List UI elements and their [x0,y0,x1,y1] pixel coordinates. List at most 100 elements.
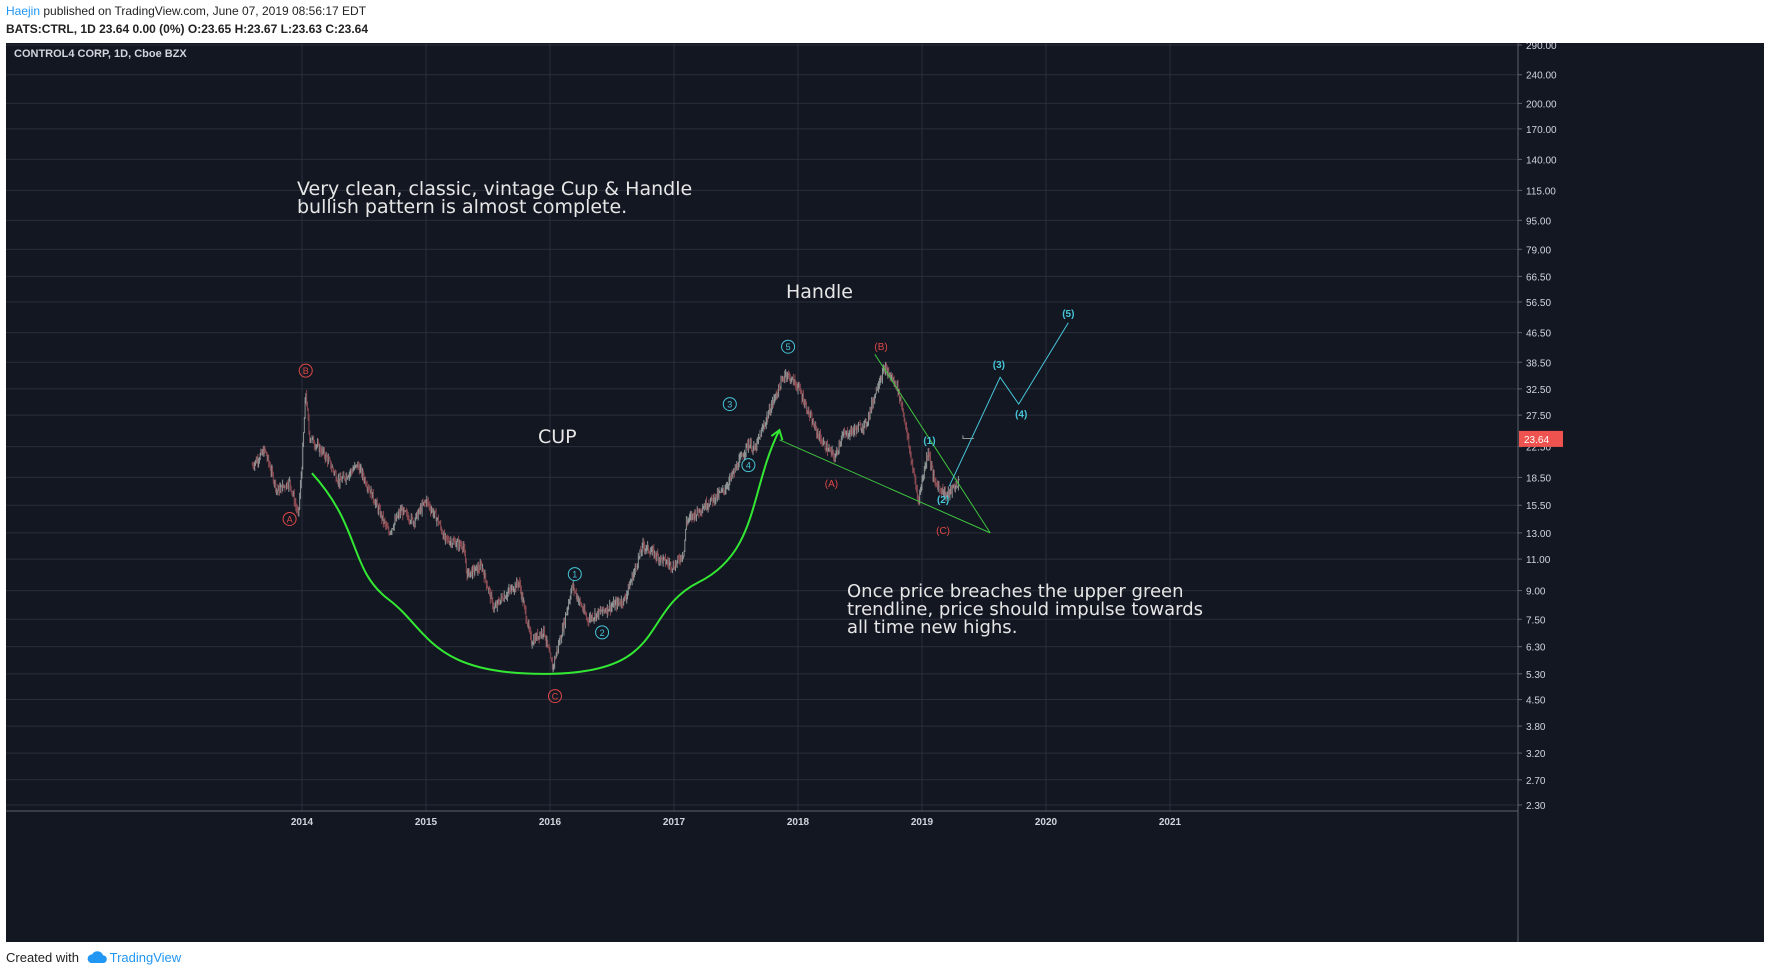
annotation-text: Handle [786,281,853,303]
price-tick-label: 170.00 [1526,125,1557,136]
annotation-text: Once price breaches the upper green [847,581,1184,602]
price-tick-label: 66.50 [1526,272,1551,283]
last-price-tag [1519,430,1563,447]
wave-label: (A) [825,479,838,490]
publish-info: Haejin published on TradingView.com, Jun… [6,4,366,18]
wave-label: (C) [936,526,950,537]
wave-label-circle [567,567,582,582]
trendline-upper [874,354,991,534]
price-tick-label: 27.50 [1526,411,1551,422]
close-label: C: [325,22,338,36]
tradingview-link[interactable]: TradingView [109,950,182,965]
price-tick-label: 95.00 [1526,216,1551,227]
time-tick-label: 2014 [291,817,314,828]
wave-label: 3 [727,400,732,410]
time-tick-label: 2021 [1159,817,1182,828]
price-series [251,361,975,673]
price-tick-label: 200.00 [1526,99,1557,110]
wave-label-circle [547,689,562,704]
ohlc-line: BATS:CTRL, 1D 23.64 0.00 (0%) O:23.65 H:… [6,22,368,36]
time-tick-label: 2020 [1035,817,1058,828]
wave-label: (4) [1015,409,1027,420]
price-tick-label: 3.20 [1526,749,1546,760]
price-tick-label: 46.50 [1526,329,1551,340]
cup-arrowhead [770,428,784,441]
time-tick-label: 2016 [539,817,562,828]
wave-label: B [303,366,309,376]
price-tick-label: 13.00 [1526,529,1551,540]
price-tick-label: 3.80 [1526,722,1546,733]
chart-svg[interactable]: A B C 1 2 3 4 5 (A) (B) (C) (1) (2) (3) (4) (5) Very cl… [6,43,1764,942]
wave-label-circle [722,397,737,412]
annotation-text: all time new highs. [847,617,1017,638]
last-change: 23.64 0.00 (0%) [99,22,185,36]
price-tick-label: 115.00 [1526,186,1556,197]
price-tick-label: 290.00 [1526,43,1557,52]
price-tick-label: 15.50 [1526,501,1551,512]
price-tick-label: 7.50 [1526,615,1546,626]
wave-label-circle [282,511,297,526]
wave-label: 1 [572,570,577,580]
wave-label: 4 [746,461,751,471]
low-label: L: [280,22,292,36]
wave-label: A [287,514,293,524]
tradingview-cloud-icon [86,950,108,967]
price-tick-label: 6.30 [1526,643,1546,654]
price-tick-label: 240.00 [1526,71,1557,82]
axes: 290.00 240.00 200.00 170.00 140.00 115.00 95.0… [6,43,1563,942]
time-tick-label: 2017 [663,817,686,828]
annotation-text: trendline, price should impulse towards [847,599,1203,620]
price-tick-label: 9.00 [1526,587,1546,598]
wave-label-circle [781,339,796,354]
price-tick-label: 56.50 [1526,298,1551,309]
time-tick-label: 2018 [787,817,810,828]
wave-projection-path [948,322,1069,487]
price-tick-label: 140.00 [1526,155,1557,166]
price-tick-label: 2.30 [1526,801,1546,812]
price-tick-label: 4.50 [1526,696,1546,707]
chart-area[interactable]: A B C 1 2 3 4 5 (A) (B) (C) (1) (2) (3) (4) (5) Very cl… [6,43,1764,942]
created-with-text: Created with [6,950,79,965]
price-tick-label: 18.50 [1526,473,1551,484]
price-tick-label: 5.30 [1526,670,1546,681]
price-tick-label: 11.00 [1526,555,1551,566]
wave-label-circle [298,363,313,378]
wave-label: (2) [937,495,949,506]
drawings [311,322,1069,675]
wave-label: (3) [993,360,1005,371]
last-price-label: 23.64 [1524,435,1549,446]
annotation-text: bullish pattern is almost complete. [297,196,627,218]
grid-lines [6,43,1518,811]
price-tick-label: 2.70 [1526,776,1546,787]
time-tick-label: 2015 [415,817,438,828]
high-label: H: [234,22,248,36]
wave-label: (1) [923,436,935,447]
annotations: Very clean, classic, vintage Cup & Handl… [297,178,1203,638]
price-tick-label: 32.50 [1526,385,1551,396]
wave-label: 5 [786,342,791,352]
published-text: published on TradingView.com, June 07, 2… [43,4,367,18]
cup-curve [311,429,781,675]
footer: Created with TradingView [6,950,181,967]
wave-label: 2 [600,628,605,638]
price-tick-label: 38.50 [1526,358,1551,369]
high-value: 23.67 [247,22,278,36]
symbol-label: BATS:CTRL, 1D [6,22,96,36]
open-value: 23.65 [201,22,232,36]
chart-title: CONTROL4 CORP, 1D, Cboe BZX [14,48,187,60]
author-link[interactable]: Haejin [6,4,41,18]
price-tick-label: 22.50 [1526,443,1551,454]
last-bar-marker [962,435,975,439]
wave-label-circle [595,625,610,640]
wave-labels: A B C 1 2 3 4 5 (A) (B) (C) (1) (2) (3) (4) (5) [282,309,1074,704]
close-value: 23.64 [338,22,369,36]
price-tick-label: 79.00 [1526,245,1551,256]
open-label: O: [187,22,202,36]
time-tick-label: 2019 [911,817,934,828]
trendline-lower [779,439,991,534]
wave-label-circle [741,458,756,473]
low-value: 23.63 [291,22,322,36]
wave-label: (5) [1062,309,1074,320]
wave-label: (B) [874,342,887,353]
annotation-text: Very clean, classic, vintage Cup & Handl… [297,178,692,200]
